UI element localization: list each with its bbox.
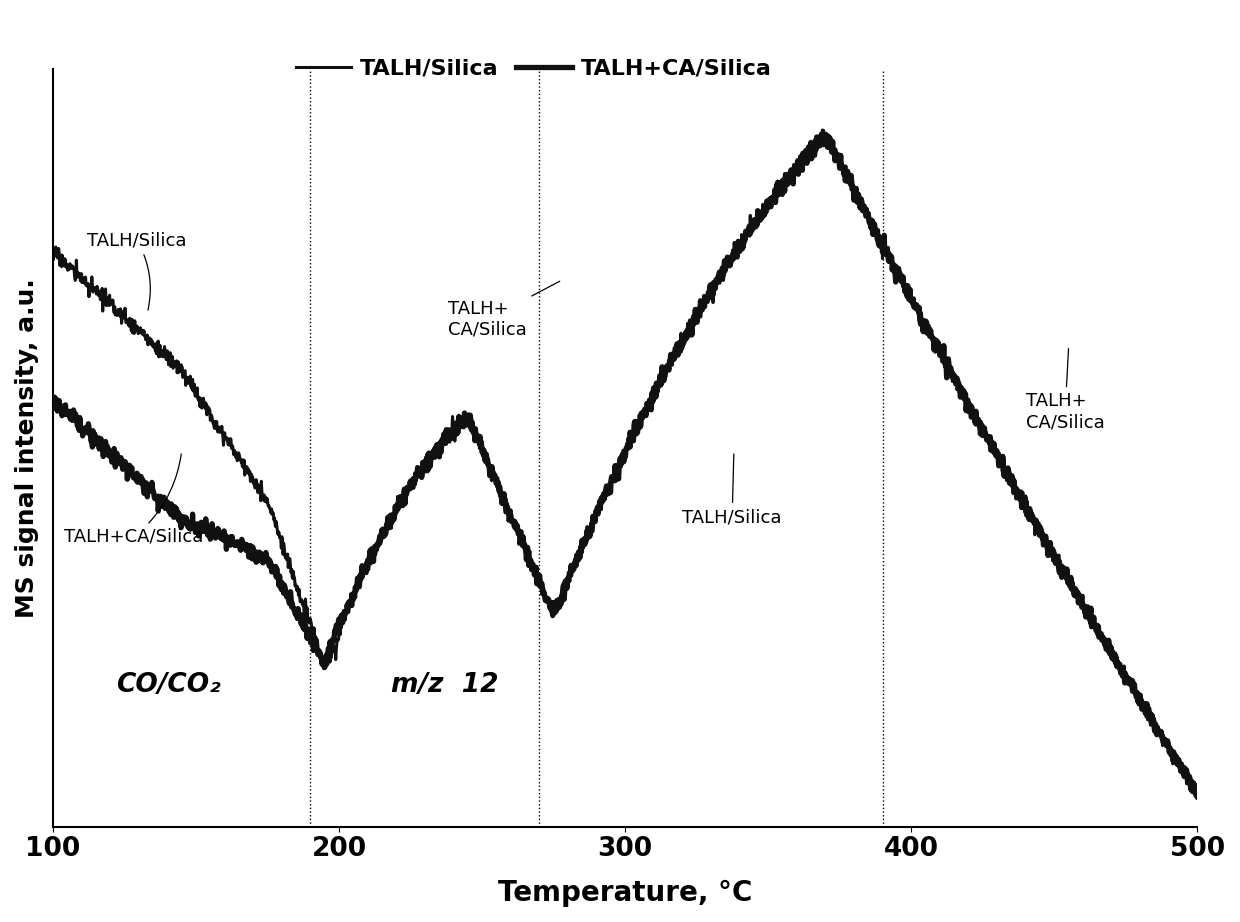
Text: CO/CO₂: CO/CO₂: [115, 671, 221, 698]
X-axis label: Temperature, °C: Temperature, °C: [498, 879, 753, 907]
Y-axis label: MS signal intensity, a.u.: MS signal intensity, a.u.: [15, 278, 38, 618]
Legend: TALH/Silica, TALH+CA/Silica: TALH/Silica, TALH+CA/Silica: [286, 50, 780, 88]
Text: TALH+
CA/Silica: TALH+ CA/Silica: [448, 281, 559, 339]
Text: TALH+
CA/Silica: TALH+ CA/Silica: [1025, 349, 1105, 431]
Text: TALH+CA/Silica: TALH+CA/Silica: [64, 454, 203, 546]
Text: TALH/Silica: TALH/Silica: [682, 454, 782, 526]
Text: TALH/Silica: TALH/Silica: [87, 231, 187, 310]
Text: m/z  12: m/z 12: [391, 671, 498, 698]
